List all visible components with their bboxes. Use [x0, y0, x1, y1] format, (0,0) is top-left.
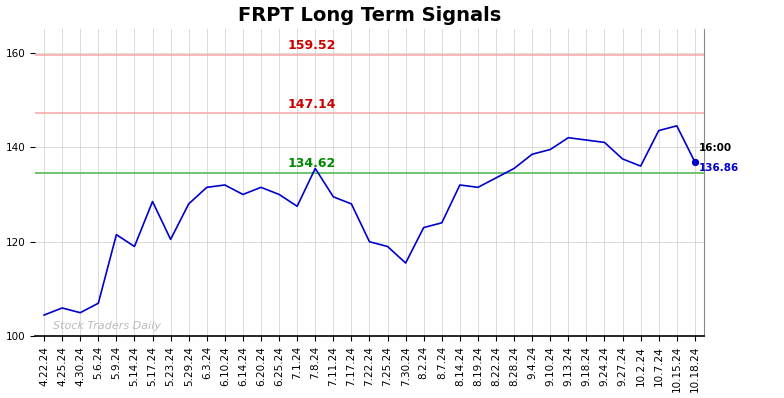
Text: 16:00: 16:00 [699, 144, 731, 154]
Title: FRPT Long Term Signals: FRPT Long Term Signals [238, 6, 501, 25]
Text: 136.86: 136.86 [699, 164, 739, 174]
Text: Stock Traders Daily: Stock Traders Daily [53, 321, 161, 331]
Text: 134.62: 134.62 [288, 157, 336, 170]
Text: 159.52: 159.52 [288, 39, 336, 52]
Text: 147.14: 147.14 [288, 98, 336, 111]
Point [688, 159, 701, 165]
